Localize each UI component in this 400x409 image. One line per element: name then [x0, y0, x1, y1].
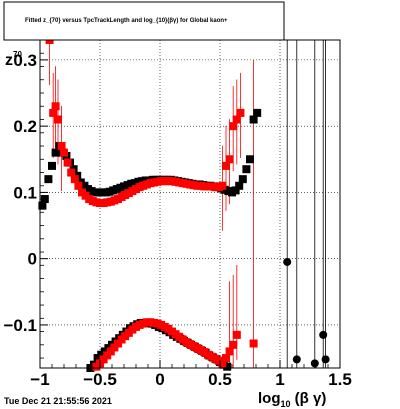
x-axis-label: log10 (β γ): [258, 390, 326, 409]
y-tick-label: 0.3: [13, 51, 37, 70]
x-tick-label: −0.5: [83, 370, 117, 389]
data-point: [57, 142, 66, 151]
data-point: [231, 186, 240, 195]
data-point: [38, 201, 47, 210]
y-tick-label: 0: [28, 250, 37, 269]
data-point: [249, 115, 258, 124]
data-point: [44, 175, 53, 184]
data-point: [225, 155, 234, 164]
data-point: [60, 148, 68, 157]
data-point: [40, 195, 49, 204]
chart-title: Fitted z_{70} versus TpcTrackLength and …: [25, 18, 228, 24]
data-point: [225, 347, 234, 356]
data-point: [292, 355, 301, 364]
data-point: [229, 122, 238, 131]
y-tick-label: −0.1: [3, 316, 37, 335]
data-point: [249, 339, 258, 348]
y-tick-label: 0.1: [13, 183, 37, 202]
title-box: [3, 1, 285, 41]
data-point: [253, 108, 262, 117]
data-point: [54, 115, 62, 124]
data-point: [283, 257, 292, 266]
timestamp: Tue Dec 21 21:55:56 2021: [4, 396, 112, 406]
grid-lines: [40, 40, 340, 368]
data-point: [242, 165, 251, 174]
x-tick-label: 1: [275, 370, 284, 389]
data-point: [229, 340, 238, 349]
data-point: [222, 161, 230, 170]
data-point: [319, 330, 328, 339]
data-point: [74, 181, 83, 190]
axis-ticks: −1 −0.5 0 0.5 1 1.5 −0.1 0 0.1 0.2 0.3: [3, 39, 352, 389]
data-point: [310, 359, 319, 368]
data-points: [38, 36, 330, 372]
data-point: [48, 161, 56, 170]
data-point: [51, 148, 60, 157]
data-point: [218, 359, 227, 368]
data-point: [238, 175, 247, 184]
data-point: [51, 102, 60, 111]
data-point: [222, 354, 230, 363]
data-point: [49, 108, 58, 117]
x-tick-label: 0: [155, 370, 164, 389]
data-point: [223, 362, 232, 371]
data-point: [63, 158, 72, 167]
x-tick-label: −1: [30, 370, 49, 389]
data-point: [232, 330, 241, 339]
data-point: [236, 108, 245, 117]
x-tick-label: 0.5: [208, 370, 232, 389]
data-point: [321, 355, 330, 364]
data-point: [218, 181, 227, 190]
x-tick-label: 1.5: [328, 370, 352, 389]
data-point: [235, 181, 244, 190]
y-tick-label: 0.2: [13, 117, 37, 136]
data-point: [67, 168, 76, 177]
data-point: [232, 115, 241, 124]
data-point: [246, 155, 254, 164]
data-point: [70, 175, 79, 184]
